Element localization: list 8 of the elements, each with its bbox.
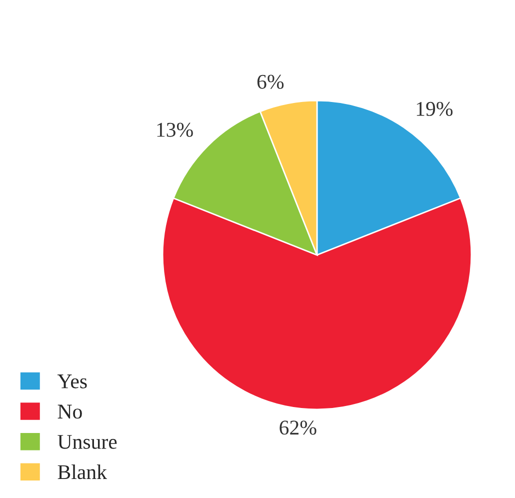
data-label: 62% xyxy=(280,420,316,435)
legend-label: Blank xyxy=(58,464,107,480)
data-label: 13% xyxy=(157,122,193,137)
legend-label: Unsure xyxy=(58,435,117,449)
legend-label: No xyxy=(58,404,82,419)
legend-label: Yes xyxy=(57,374,87,388)
data-label: 6% xyxy=(257,74,284,89)
data-label: 19% xyxy=(416,102,453,116)
